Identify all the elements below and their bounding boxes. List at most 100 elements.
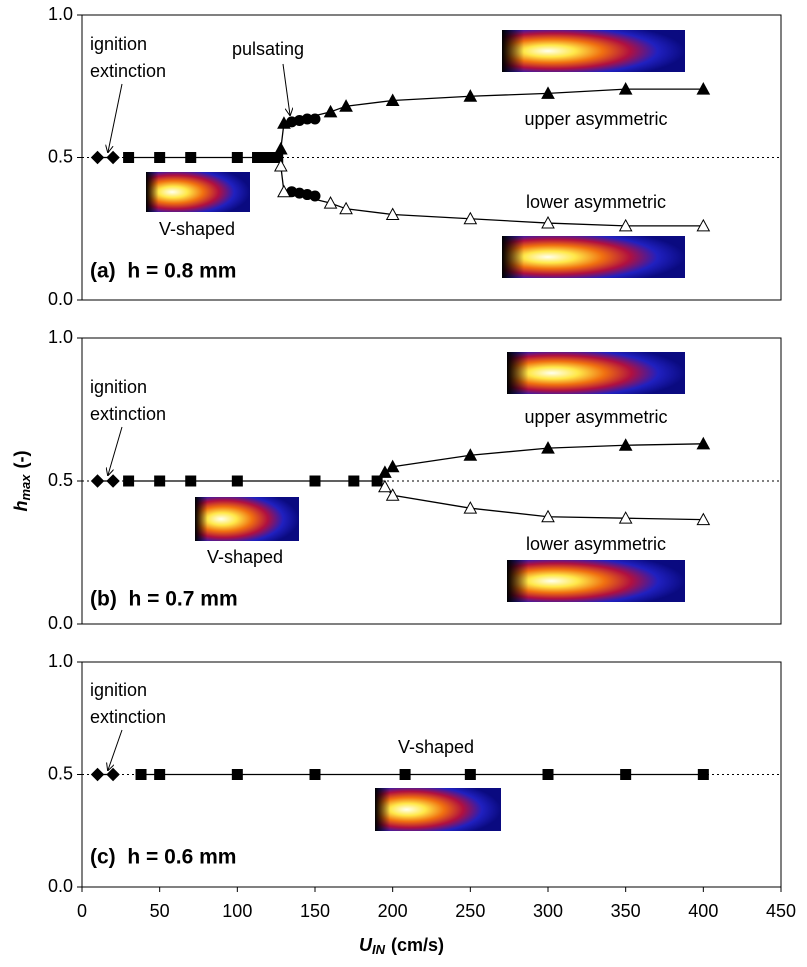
square-marker <box>231 769 243 780</box>
circle-marker <box>309 113 321 125</box>
square-marker <box>542 769 554 780</box>
diamond-marker <box>106 474 120 488</box>
panel: 0.0 0.5 1.0 ignition extinction pulsating uppe… <box>48 4 782 309</box>
triangle-marker <box>385 459 400 473</box>
triangle-marker <box>277 184 291 198</box>
x-tick-label: 50 <box>150 901 170 921</box>
triangle-marker <box>618 438 633 451</box>
flame-image-edge <box>507 352 685 394</box>
annotation: upper asymmetric <box>524 109 667 129</box>
triangle-marker <box>323 104 338 118</box>
square-marker <box>464 769 476 780</box>
square-marker <box>135 769 147 780</box>
diamond-marker <box>106 767 120 782</box>
diamond-marker <box>90 767 105 782</box>
triangle-marker <box>696 82 711 95</box>
triangle-marker <box>618 82 633 95</box>
y-axis-title-symbol: h <box>11 501 31 512</box>
triangle-marker <box>463 448 478 461</box>
x-tick-label: 0 <box>77 901 87 921</box>
square-marker <box>620 769 632 780</box>
triangle-marker <box>541 86 555 99</box>
annotation: ignition <box>90 377 147 397</box>
annotation: extinction <box>90 707 166 727</box>
y-tick-label: 0.0 <box>48 876 73 896</box>
panel: 0.0 0.5 1.0 0 50 100 150 200 250 300 350 400 450 igni… <box>48 651 796 958</box>
circle-marker <box>309 190 321 202</box>
panel-label: (a) h = 0.8 mm <box>90 260 236 283</box>
triangle-marker <box>385 488 400 501</box>
diamond-marker <box>90 474 105 488</box>
x-tick-label: 250 <box>455 901 485 921</box>
flame-image-edge <box>195 497 299 541</box>
triangle-marker <box>273 141 288 155</box>
annotation: upper asymmetric <box>524 407 667 427</box>
square-marker <box>185 152 197 163</box>
y-tick-label: 1.0 <box>48 651 73 671</box>
square-marker <box>348 475 360 487</box>
x-axis-title-unit: (cm/s) <box>391 935 444 955</box>
triangle-marker <box>696 512 711 526</box>
square-marker <box>123 152 135 163</box>
triangle-marker <box>339 201 353 215</box>
y-tick-label: 0.0 <box>48 613 73 633</box>
annotation: V-shaped <box>207 547 283 567</box>
annotation-arrow <box>108 83 123 152</box>
y-tick-label: 0.5 <box>48 763 73 783</box>
panel-label: (b) h = 0.7 mm <box>90 588 238 611</box>
square-marker <box>371 475 383 487</box>
y-axis-title-subscript: max <box>18 474 33 501</box>
square-marker <box>309 769 321 780</box>
annotation: ignition <box>90 34 147 54</box>
x-tick-label: 450 <box>766 901 796 921</box>
series-line <box>384 486 704 521</box>
annotation-arrow <box>108 426 123 475</box>
square-marker <box>123 475 135 487</box>
square-marker <box>697 769 709 780</box>
annotation-arrow <box>108 729 123 770</box>
triangle-marker <box>541 441 555 454</box>
annotation: V-shaped <box>398 737 474 757</box>
triangle-marker <box>378 479 392 493</box>
panel-label: (c) h = 0.6 mm <box>90 846 236 869</box>
square-marker <box>309 475 321 487</box>
x-axis-title-subscript: IN <box>372 942 386 957</box>
triangle-marker <box>385 207 400 220</box>
series-line <box>384 443 704 473</box>
triangle-marker <box>463 501 478 514</box>
x-tick-label: 300 <box>533 901 563 921</box>
diamond-marker <box>106 150 120 165</box>
annotation: extinction <box>90 404 166 424</box>
square-marker <box>154 769 166 780</box>
triangle-marker <box>385 93 400 106</box>
triangle-marker <box>323 196 338 209</box>
x-axis-title-symbol: U <box>359 935 373 955</box>
x-tick-label: 200 <box>378 901 408 921</box>
annotation: ignition <box>90 680 147 700</box>
x-axis-title: UIN (cm/s) <box>359 935 444 958</box>
flame-image-edge <box>375 788 501 831</box>
x-tick-label: 350 <box>611 901 641 921</box>
square-marker <box>231 475 243 487</box>
triangle-marker <box>541 216 555 229</box>
y-axis-title: hmax (-) <box>11 450 34 511</box>
annotation-arrow <box>282 63 290 115</box>
triangle-marker <box>618 218 633 232</box>
x-tick-label: 150 <box>300 901 330 921</box>
y-axis-title-unit: (-) <box>11 450 31 468</box>
triangle-marker <box>463 89 478 102</box>
x-tick-label: 400 <box>688 901 718 921</box>
triangle-marker <box>463 211 478 225</box>
panel: 0.0 0.5 1.0 ignition extinction upper asymmet… <box>11 327 782 633</box>
square-marker <box>399 769 411 780</box>
triangle-marker <box>541 509 555 523</box>
y-tick-label: 0.5 <box>48 470 73 490</box>
square-marker <box>185 475 197 487</box>
flame-image-edge <box>502 236 685 278</box>
annotation: extinction <box>90 61 166 81</box>
y-tick-label: 1.0 <box>48 327 73 347</box>
diamond-marker <box>90 150 105 165</box>
y-tick-label: 1.0 <box>48 4 73 24</box>
flame-image-edge <box>502 30 685 72</box>
